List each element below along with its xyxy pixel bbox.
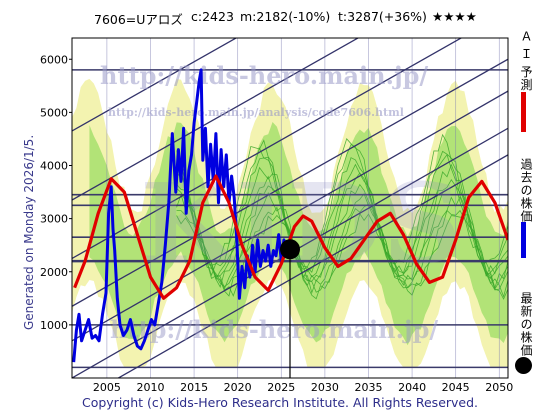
y-tick-label: 1000 [40,319,68,332]
trend-channel-line [72,38,463,260]
legend-past-label: 過去の株価 [519,158,533,223]
past-price-line [72,68,292,363]
y-tick-label: 6000 [40,53,68,66]
x-tick-label: 2035 [354,381,382,394]
legend-ai-swatch [521,92,526,132]
x-tick-label: 2040 [398,381,426,394]
legend-past-swatch [521,222,526,258]
trend-channel-line [72,58,508,307]
forecast-scenario-line [176,172,508,290]
target-price: t:3287(+36%) [338,9,427,24]
x-tick-label: 2030 [311,381,339,394]
legend-latest-marker [515,357,532,374]
legend-ai-label: Ａ Ｉ 予測 [519,30,533,92]
watermark-url-analysis: http://kids-hero.main.jp/analysis/code76… [108,106,404,119]
plot-area: http://kids-hero.main.jp/http://kids-her… [72,38,508,378]
watermark-url-top: http://kids-hero.main.jp/ [100,61,428,90]
x-tick-label: 2045 [442,381,470,394]
watermark-url-bottom: http://kids-hero.main.jp/ [110,315,438,344]
x-tick-label: 2025 [267,381,295,394]
y-tick-label: 2000 [40,266,68,279]
current-price-point [280,239,300,260]
plot-frame [71,37,509,379]
y-tick-label: 5000 [40,106,68,119]
x-tick-label: 2005 [93,381,121,394]
trend-channel-line [72,38,360,201]
copyright-text: Copyright (c) Kids-Hero Research Institu… [81,395,479,410]
forecast-scenario-line [176,212,508,300]
trend-channel-line [72,90,508,342]
y-tick-label: 3000 [40,213,68,226]
x-tick-label: 2050 [485,381,513,394]
forecast-scenario-line [176,163,508,279]
watermark-logo: KIDS [140,159,462,288]
y-tick-label: 4000 [40,160,68,173]
forecast-scenario-line [176,191,508,295]
ai-forecast-line [73,174,508,300]
x-tick-label: 2015 [180,381,208,394]
current-price: c:2423 [191,9,234,24]
legend-latest-label: 最新の株価 [519,292,533,357]
rating-stars: ★★★★ [432,9,477,24]
forecast-scenario-line [176,153,508,281]
stock-code-name: 7606=Uアロズ [94,12,183,27]
axes: 2005 2010 2015 2020 2025 2030 2035 2040 2045 2050… [40,53,513,394]
generated-date-label: Generated on Monday 2026/1/5. [22,70,38,330]
min-price: m:2182(-10%) [240,9,331,24]
x-tick-label: 2010 [136,381,164,394]
x-tick-label: 2020 [224,381,252,394]
forecast-scenario-line [176,203,508,298]
generated-date-text: Generated on Monday 2026/1/5. [22,134,36,330]
trend-channel-line [72,38,238,132]
